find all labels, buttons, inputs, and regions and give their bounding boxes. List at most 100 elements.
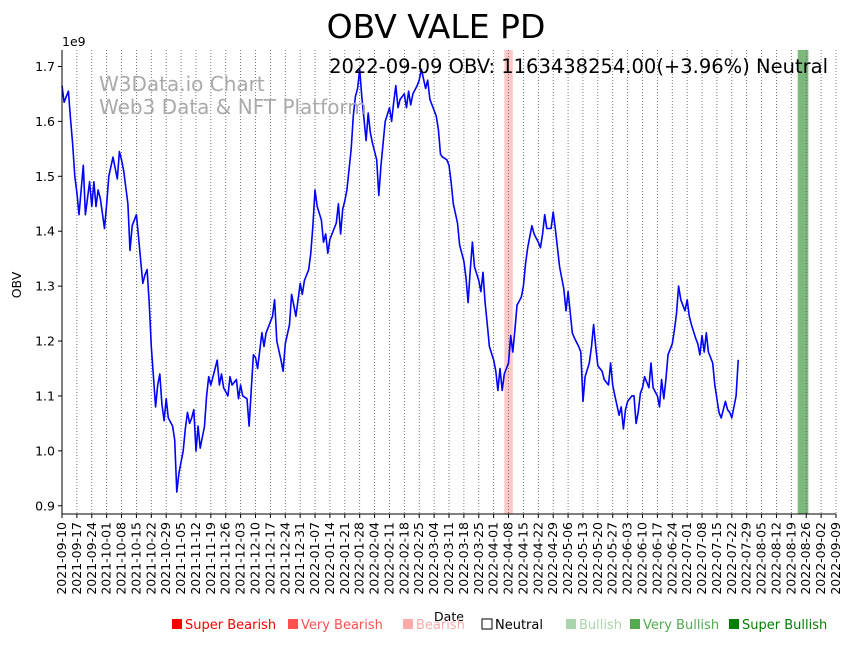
obv-point (86, 197, 89, 199)
x-tick-label: 2022-01-14 (322, 522, 337, 595)
obv-point (452, 203, 454, 205)
obv-point (450, 181, 452, 183)
x-tick-label: 2021-12-10 (248, 522, 263, 595)
y-tick-label: 1.2 (35, 334, 55, 349)
x-tick-label: 2021-11-05 (173, 522, 188, 595)
x-tick-label: 2022-08-05 (754, 522, 769, 595)
legend-swatch-2 (403, 619, 413, 629)
y-tick-label: 0.9 (35, 498, 55, 513)
obv-point (620, 406, 622, 408)
obv-point (163, 420, 165, 422)
obv-point (631, 395, 633, 397)
obv-point (439, 153, 442, 155)
obv-point (597, 365, 599, 367)
obv-point (331, 233, 333, 235)
obv-point (118, 151, 120, 153)
obv-point (314, 189, 316, 191)
obv-point (137, 236, 140, 238)
obv-point (571, 332, 573, 334)
y-tick-label: 1.6 (35, 114, 55, 129)
obv-point (697, 343, 699, 345)
obv-point (580, 351, 582, 353)
obv-point (361, 96, 363, 98)
obv-point (482, 271, 484, 273)
obv-point (172, 425, 174, 427)
obv-point (510, 334, 512, 337)
obv-point (352, 115, 354, 117)
x-tick-label: 2022-04-08 (501, 522, 516, 595)
vertical-gridlines (61, 50, 837, 514)
obv-point (176, 491, 178, 493)
obv-point (584, 376, 586, 378)
obv-point (720, 417, 722, 419)
obv-point (516, 304, 518, 306)
x-tick-label: 2022-01-28 (352, 522, 367, 595)
x-tick-label: 2022-09-09 (828, 522, 843, 595)
obv-point (123, 170, 125, 172)
obv-point (212, 376, 214, 378)
obv-point (237, 398, 240, 400)
obv-point (635, 422, 637, 424)
obv-point (150, 345, 152, 348)
legend-label-1: Very Bearish (301, 618, 383, 633)
x-tick-label: 2022-01-21 (337, 522, 352, 595)
obv-point (342, 208, 344, 210)
y-tick-label: 1.5 (35, 169, 55, 184)
obv-point (699, 354, 701, 356)
x-tick-label: 2022-08-26 (798, 522, 813, 595)
obv-point (303, 280, 305, 282)
x-tick-label: 2022-03-25 (471, 522, 486, 595)
obv-point (673, 329, 676, 331)
obv-point (193, 409, 195, 411)
x-tick-label: 2021-12-31 (292, 522, 307, 595)
obv-point (561, 277, 563, 279)
obv-point (601, 370, 603, 372)
x-tick-label: 2022-03-18 (456, 522, 471, 595)
obv-point (76, 192, 78, 194)
obv-point (227, 395, 229, 397)
obv-point (78, 214, 80, 216)
x-tick-label: 2022-05-06 (560, 522, 575, 595)
x-tick-label: 2022-03-11 (441, 522, 456, 595)
x-tick-label: 2022-06-17 (649, 522, 664, 595)
x-tick-label: 2022-06-03 (620, 522, 635, 595)
obv-point (129, 249, 131, 251)
obv-point (203, 425, 206, 427)
obv-point (367, 112, 369, 114)
x-tick-label: 2022-07-15 (709, 522, 724, 595)
obv-point (680, 299, 682, 301)
obv-point (437, 129, 439, 131)
obv-point (199, 447, 201, 449)
obv-point (223, 387, 225, 389)
obv-point (369, 131, 371, 133)
obv-point (325, 233, 327, 235)
obv-point (471, 241, 473, 243)
obv-point (337, 203, 339, 205)
obv-point (106, 203, 108, 205)
obv-point (675, 313, 678, 315)
obv-point (484, 302, 486, 304)
x-tick-label: 2022-03-04 (426, 522, 441, 595)
obv-point (301, 293, 303, 295)
obv-point (578, 345, 580, 348)
obv-point (614, 395, 616, 397)
obv-point (524, 263, 527, 265)
x-tick-label: 2022-09-02 (813, 522, 828, 595)
obv-point (644, 376, 646, 378)
x-tick-label: 2022-05-27 (605, 522, 620, 595)
obv-point (354, 96, 356, 98)
y-scale-label: 1e9 (62, 34, 86, 49)
obv-point (357, 87, 359, 89)
x-tick-label: 2022-07-01 (679, 522, 694, 595)
obv-point (391, 120, 393, 122)
obv-point (99, 197, 101, 199)
obv-point (729, 411, 731, 413)
x-tick-label: 2022-07-29 (739, 522, 754, 595)
obv-point (380, 164, 382, 166)
legend-label-6: Super Bullish (742, 618, 827, 633)
obv-point (705, 332, 707, 334)
obv-point (116, 178, 118, 180)
obv-point (388, 107, 391, 109)
legend: Super Bearish Very Bearish Bearish Neutral B… (172, 618, 827, 633)
obv-point (503, 373, 505, 375)
